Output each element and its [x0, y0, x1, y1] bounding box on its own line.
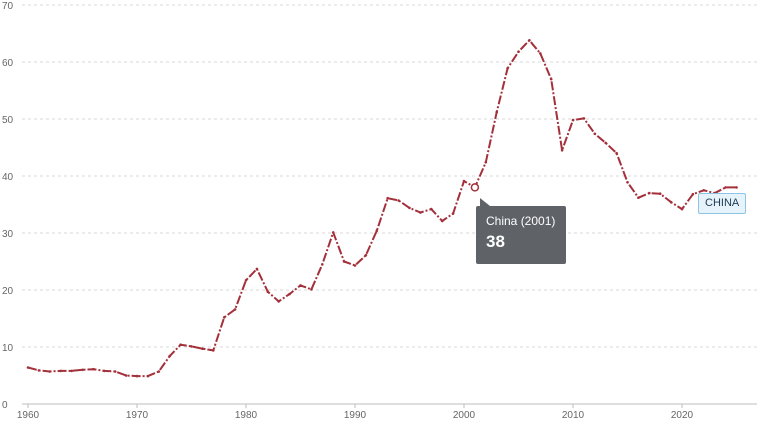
data-point[interactable]	[135, 374, 139, 378]
data-point[interactable]	[321, 263, 324, 266]
data-point[interactable]	[113, 370, 117, 373]
data-point[interactable]	[549, 77, 553, 81]
data-point[interactable]	[691, 192, 695, 196]
data-point[interactable]	[462, 179, 466, 183]
data-point[interactable]	[386, 196, 390, 200]
data-point[interactable]	[190, 345, 193, 348]
data-point[interactable]	[680, 207, 684, 211]
data-point[interactable]	[81, 368, 84, 372]
data-point[interactable]	[70, 369, 73, 373]
data-point[interactable]	[310, 288, 313, 291]
data-point[interactable]	[375, 229, 379, 232]
data-point[interactable]	[179, 343, 182, 347]
data-point[interactable]	[724, 186, 727, 189]
data-point[interactable]	[277, 300, 281, 303]
data-point[interactable]	[364, 253, 368, 257]
data-point[interactable]	[451, 212, 455, 215]
series-line-china[interactable]	[27, 39, 737, 378]
data-point[interactable]	[146, 374, 150, 378]
data-point[interactable]	[288, 292, 291, 296]
data-point[interactable]	[26, 366, 30, 369]
data-point[interactable]	[353, 264, 357, 267]
data-point[interactable]	[103, 369, 106, 373]
tooltip-title: China (2001)	[486, 214, 556, 228]
data-point[interactable]	[571, 118, 575, 122]
data-point[interactable]	[539, 52, 542, 55]
tooltip-value: 38	[486, 232, 505, 251]
data-point[interactable]	[124, 374, 128, 377]
data-point[interactable]	[582, 117, 586, 120]
data-point[interactable]	[702, 189, 706, 192]
data-point[interactable]	[397, 199, 400, 202]
hover-point-marker	[470, 183, 480, 192]
x-axis-ticks: 1960 1970 1980 1990 2000 2010 2020	[17, 404, 694, 421]
data-point[interactable]	[419, 211, 422, 214]
y-tick-label: 10	[2, 343, 14, 354]
data-point[interactable]	[506, 67, 509, 70]
data-point[interactable]	[255, 267, 259, 271]
data-point[interactable]	[233, 308, 237, 311]
data-point[interactable]	[212, 349, 215, 352]
series-label-china[interactable]: CHINA	[698, 193, 747, 214]
data-point[interactable]	[669, 200, 673, 204]
x-tick-label: 2010	[562, 410, 585, 421]
data-point[interactable]	[157, 370, 161, 373]
data-point[interactable]	[560, 149, 564, 152]
x-tick-label: 1970	[126, 410, 149, 421]
data-point[interactable]	[59, 369, 62, 373]
y-tick-label: 30	[2, 229, 14, 240]
data-point[interactable]	[430, 207, 433, 211]
data-point[interactable]	[408, 206, 411, 210]
data-point[interactable]	[48, 370, 52, 373]
data-point[interactable]	[735, 186, 738, 189]
x-tick-label: 1990	[344, 410, 367, 421]
data-point[interactable]	[615, 151, 618, 155]
data-point[interactable]	[266, 290, 270, 294]
y-tick-label: 50	[2, 115, 14, 126]
y-axis-ticks: 0 10 20 30 40 50 60 70	[2, 1, 14, 411]
data-tooltip: China (2001) 38	[476, 198, 566, 264]
x-tick-label: 2000	[453, 410, 476, 421]
y-tick-label: 70	[2, 1, 14, 12]
data-point[interactable]	[658, 192, 662, 195]
data-point[interactable]	[637, 196, 640, 199]
data-point[interactable]	[593, 132, 597, 136]
data-point[interactable]	[299, 284, 302, 287]
data-point[interactable]	[484, 161, 488, 164]
x-tick-label: 2020	[671, 410, 694, 421]
data-point[interactable]	[331, 231, 335, 234]
data-point[interactable]	[37, 369, 41, 372]
series-points-china[interactable]	[26, 39, 738, 378]
x-tick-label: 1960	[17, 410, 40, 421]
y-tick-label: 60	[2, 58, 14, 69]
data-point[interactable]	[92, 367, 95, 371]
data-point[interactable]	[517, 50, 520, 53]
data-point[interactable]	[528, 39, 531, 42]
data-point[interactable]	[222, 316, 226, 319]
y-tick-label: 0	[2, 400, 8, 411]
data-point[interactable]	[342, 260, 346, 263]
grid-layer	[22, 4, 757, 348]
data-point[interactable]	[626, 181, 629, 184]
data-point[interactable]	[201, 347, 204, 351]
data-point[interactable]	[244, 279, 248, 282]
y-tick-label: 20	[2, 286, 14, 297]
data-point[interactable]	[440, 219, 444, 223]
data-point[interactable]	[495, 110, 499, 114]
data-point[interactable]	[168, 354, 171, 358]
x-tick-label: 1980	[235, 410, 258, 421]
data-point[interactable]	[604, 141, 607, 145]
y-tick-label: 40	[2, 172, 14, 183]
data-point[interactable]	[648, 191, 651, 195]
